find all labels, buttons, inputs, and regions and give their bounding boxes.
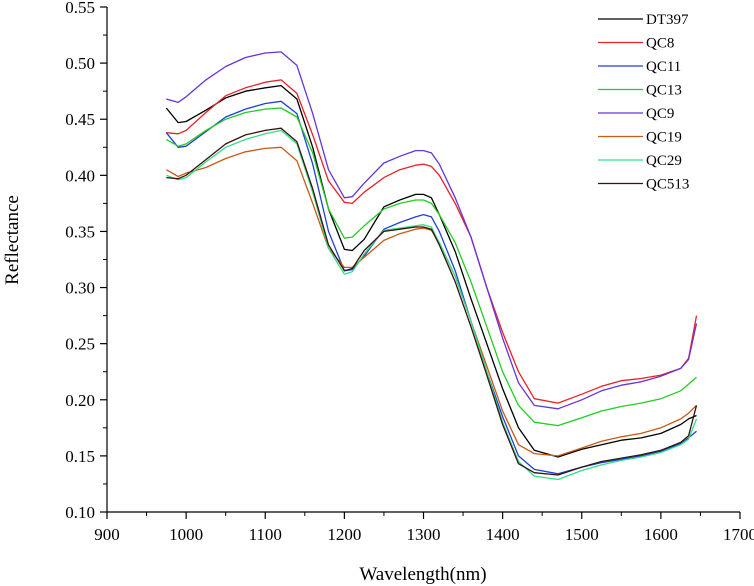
y-tick-label: 0.45 (65, 110, 95, 129)
y-tick-label: 0.50 (65, 54, 95, 73)
y-tick-label: 0.40 (65, 166, 95, 185)
legend-label-qc29: QC29 (646, 153, 682, 169)
y-tick-label: 0.20 (65, 391, 95, 410)
legend-label-qc8: QC8 (646, 36, 674, 52)
series-lines (165, 51, 698, 481)
x-tick-label: 900 (94, 525, 120, 544)
x-tick-label: 1600 (644, 525, 678, 544)
series-line-qc13 (165, 107, 697, 427)
legend-label-qc13: QC13 (646, 83, 682, 99)
x-tick-label: 1300 (407, 525, 441, 544)
series-line-qc9 (166, 51, 698, 410)
legend-label-qc513: QC513 (646, 177, 689, 193)
y-tick-label: 0.15 (65, 447, 95, 466)
x-tick-label: 1200 (327, 525, 361, 544)
series-line-qc29 (166, 129, 698, 481)
legend: DT397 QC8 QC11 QC13 QC9 QC19 QC29 QC513 (598, 12, 689, 193)
x-tick-label: 1500 (565, 525, 599, 544)
y-tick-label: 0.25 (65, 335, 95, 354)
legend-label-qc19: QC19 (646, 130, 682, 146)
x-tick-label: 1400 (486, 525, 520, 544)
x-axis-title: Wavelength(nm) (359, 564, 486, 585)
legend-label-qc9: QC9 (646, 106, 674, 122)
series-line-qc513 (166, 127, 698, 476)
y-tick-label: 0.35 (65, 222, 95, 241)
y-tick-label: 0.55 (65, 0, 95, 17)
series-line-dt397 (165, 84, 697, 458)
x-tick-label: 1700 (723, 525, 754, 544)
y-tick-label: 0.30 (65, 279, 95, 298)
x-ticks: 900 1000 1100 1200 1300 1400 1500 1600 1700 (94, 512, 754, 544)
x-tick-label: 1000 (169, 525, 203, 544)
series-line-qc11 (165, 100, 697, 475)
legend-label-dt397: DT397 (646, 12, 689, 28)
y-tick-label: 0.10 (65, 503, 95, 522)
legend-label-qc11: QC11 (646, 59, 681, 75)
series-line-qc19 (165, 146, 697, 457)
y-ticks: 0.10 0.15 0.20 0.25 0.30 0.35 0.40 0.45 0.50 0.55 (65, 0, 107, 522)
x-tick-label: 1100 (249, 525, 282, 544)
series-line-qc8 (166, 79, 698, 404)
y-axis-title: Reflectance (2, 195, 23, 285)
